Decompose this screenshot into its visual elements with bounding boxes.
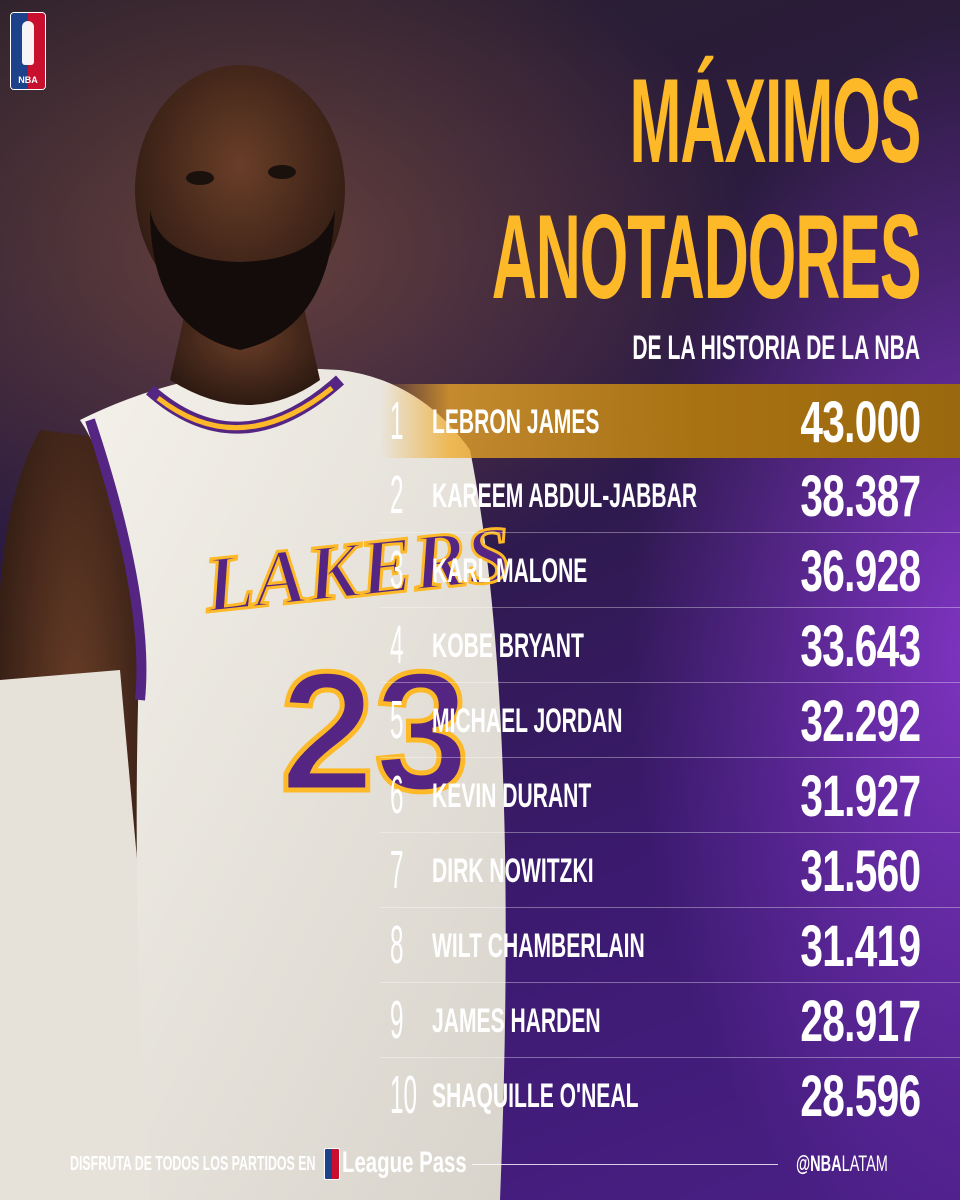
subtitle: DE LA HISTORIA DE LA NBA <box>632 329 920 367</box>
rank-number: 3 <box>390 540 404 600</box>
jersey-number-text: 23 <box>280 637 469 827</box>
points-value: 32.292 <box>800 689 921 754</box>
player-name: KARL MALONE <box>432 552 588 590</box>
player-name: LEBRON JAMES <box>432 403 600 441</box>
scorers-list: 1 LEBRON JAMES 43.000 2 KAREEM ABDUL-JAB… <box>380 384 960 1132</box>
player-name: SHAQUILLE O'NEAL <box>432 1077 639 1115</box>
nba-logo-text: NBA <box>18 75 38 85</box>
list-item: 3 KARL MALONE 36.928 <box>380 533 960 608</box>
player-name: KOBE BRYANT <box>432 627 584 665</box>
player-name: MICHAEL JORDAN <box>432 702 623 740</box>
list-item: 7 DIRK NOWITZKI 31.560 <box>380 833 960 908</box>
list-item: 9 JAMES HARDEN 28.917 <box>380 983 960 1058</box>
player-name: WILT CHAMBERLAIN <box>432 927 645 965</box>
rank-number: 4 <box>390 615 404 675</box>
logoman-icon <box>22 21 34 65</box>
rank-number: 2 <box>390 465 404 525</box>
footer: DISFRUTA DE TODOS LOS PARTIDOS EN League… <box>0 1142 960 1186</box>
nba-logo: NBA <box>10 12 46 90</box>
points-value: 28.917 <box>800 989 921 1054</box>
player-photo: LAKERS 23 <box>0 65 516 1200</box>
rank-number: 1 <box>390 391 404 451</box>
footer-divider <box>472 1164 778 1165</box>
league-pass-logo-icon <box>324 1148 340 1180</box>
points-value: 31.419 <box>800 914 921 979</box>
list-item: 10 SHAQUILLE O'NEAL 28.596 <box>380 1058 960 1132</box>
player-name: DIRK NOWITZKI <box>432 852 594 890</box>
points-value: 28.596 <box>800 1064 921 1129</box>
social-handle[interactable]: @NBALATAM <box>796 1152 888 1176</box>
rank-number: 8 <box>390 915 404 975</box>
points-value: 38.387 <box>800 464 921 529</box>
handle-bold: @NBA <box>796 1151 842 1176</box>
footer-text: DISFRUTA DE TODOS LOS PARTIDOS EN <box>70 1153 316 1175</box>
points-value: 31.927 <box>800 764 921 829</box>
list-item: 6 KEVIN DURANT 31.927 <box>380 758 960 833</box>
rank-number: 6 <box>390 765 404 825</box>
rank-number: 9 <box>390 990 404 1050</box>
league-pass-link[interactable]: League Pass <box>342 1146 467 1179</box>
player-name: JAMES HARDEN <box>432 1002 601 1040</box>
rank-number: 10 <box>390 1065 418 1125</box>
rank-number: 7 <box>390 840 404 900</box>
title-line-2: ANOTADORES <box>491 190 921 324</box>
list-item: 4 KOBE BRYANT 33.643 <box>380 608 960 683</box>
list-item: 2 KAREEM ABDUL-JABBAR 38.387 <box>380 458 960 533</box>
title-line-1: MÁXIMOS <box>629 54 921 188</box>
points-value: 33.643 <box>800 614 921 679</box>
list-item: 5 MICHAEL JORDAN 32.292 <box>380 683 960 758</box>
handle-rest: LATAM <box>841 1151 888 1176</box>
player-name: KAREEM ABDUL-JABBAR <box>432 477 698 515</box>
points-value: 36.928 <box>800 539 921 604</box>
points-value: 43.000 <box>800 390 921 455</box>
player-name: KEVIN DURANT <box>432 777 592 815</box>
list-item: 1 LEBRON JAMES 43.000 <box>380 384 960 458</box>
list-item: 8 WILT CHAMBERLAIN 31.419 <box>380 908 960 983</box>
rank-number: 5 <box>390 690 404 750</box>
points-value: 31.560 <box>800 839 921 904</box>
